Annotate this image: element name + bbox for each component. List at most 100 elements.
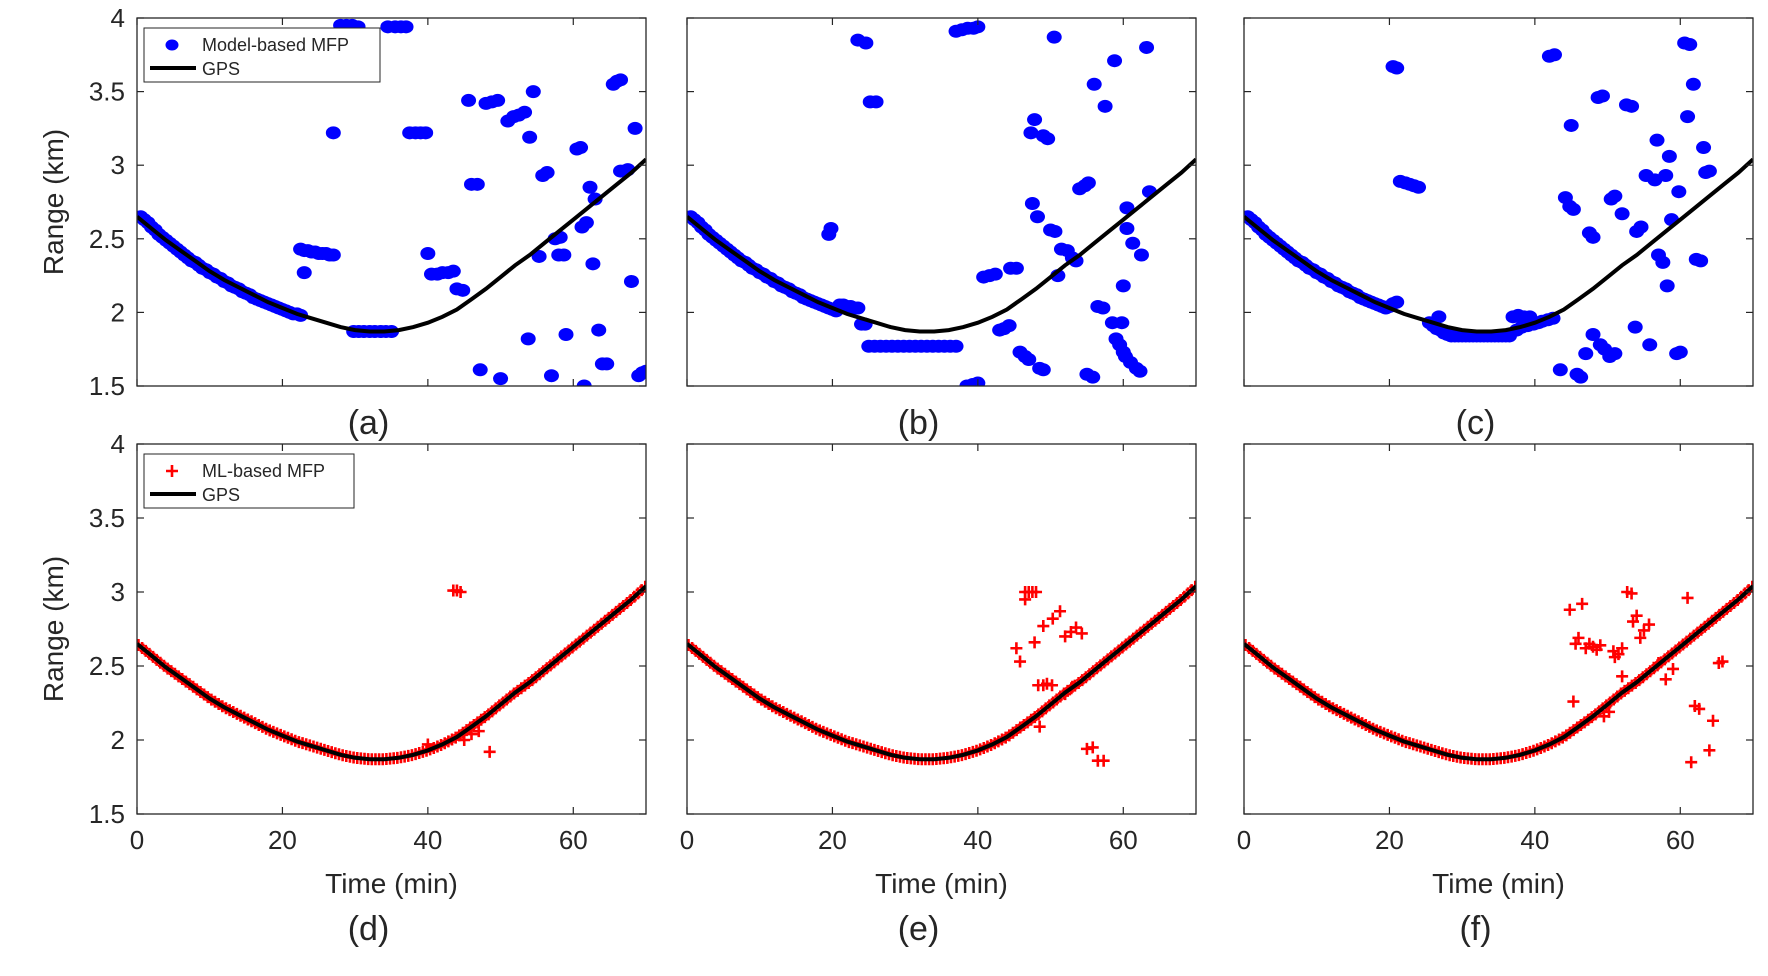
axes-box [686, 17, 1197, 387]
mfp-point [469, 177, 485, 191]
mfp-point [556, 248, 572, 262]
legend-label: GPS [202, 485, 240, 505]
mfp-point [1707, 714, 1720, 727]
mfp-point [1431, 310, 1447, 324]
mfp-point [1115, 279, 1131, 293]
mfp-point [1680, 110, 1696, 124]
panel-1: 1.5 2 2.5 3 3.5 4 Range (km) (a) Model-based MFP… [38, 3, 647, 442]
mfp-point [948, 339, 964, 353]
mfp-point [1661, 149, 1677, 163]
mfp-point [493, 372, 509, 386]
mfp-point [1667, 662, 1680, 675]
panel-6: 0 20 40 60 Time (min) (f) [1237, 443, 1754, 948]
mfp-point [638, 364, 646, 378]
mfp-point [1552, 363, 1568, 377]
x-tick-label: 40 [413, 825, 442, 855]
plot-marks [1244, 36, 1753, 384]
mfp-point [1567, 695, 1580, 708]
x-axis-label: Time (min) [1432, 868, 1565, 899]
legend-box [143, 27, 381, 83]
mfp-point [970, 20, 986, 34]
mfp-point [531, 249, 547, 263]
mfp-point [1119, 221, 1135, 235]
mfp-point [1037, 620, 1050, 633]
mfp-point [325, 248, 341, 262]
mfp-point [1614, 207, 1630, 221]
plot-marks [137, 18, 646, 386]
mfp-point [1716, 655, 1729, 668]
x-axis-label: Time (min) [875, 868, 1008, 899]
mfp-point [1616, 670, 1629, 683]
mfp-point [543, 369, 559, 383]
mfp-point [1014, 655, 1027, 668]
x-tick-label: 60 [1109, 825, 1138, 855]
mfp-point [1546, 48, 1562, 62]
mfp-point [1633, 220, 1649, 234]
mfp-point [1578, 347, 1594, 361]
mfp-point [483, 745, 496, 758]
mfp-point [418, 126, 434, 140]
mfp-point [325, 126, 341, 140]
mfp-point [539, 166, 555, 180]
y-tick-label: 2.5 [89, 651, 125, 681]
legend-box [143, 453, 355, 509]
x-tick-label: 20 [1375, 825, 1404, 855]
y-tick-label: 3.5 [89, 503, 125, 533]
mfp-point [472, 725, 485, 738]
mfp-point [1607, 347, 1623, 361]
mfp-point [576, 379, 592, 386]
legend-marker-dot [165, 39, 179, 51]
mfp-point [1603, 705, 1616, 718]
panel-2: (b) [686, 17, 1197, 442]
mfp-point [1132, 364, 1148, 378]
mfp-point [1001, 319, 1017, 333]
mfp-point [1125, 236, 1141, 250]
mfp-point [1682, 37, 1698, 51]
mfp-point [987, 267, 1003, 281]
plot-marks [137, 580, 646, 766]
mfp-point [1672, 345, 1688, 359]
mfp-point [1572, 631, 1585, 644]
mfp-point [1693, 702, 1706, 715]
mfp-point [1649, 133, 1665, 147]
gps-line [1244, 157, 1753, 334]
axes-box [686, 443, 1197, 815]
mfp-point [420, 247, 436, 261]
mfp-point [1389, 295, 1405, 309]
mfp-point [1642, 338, 1658, 352]
mfp-point [1685, 756, 1698, 769]
mfp-point [1070, 621, 1083, 634]
mfp-point [1630, 609, 1643, 622]
mfp-point [1607, 189, 1623, 203]
mfp-point [1068, 254, 1084, 268]
mfp-point [582, 180, 598, 194]
mfp-point [1703, 744, 1716, 757]
mfp-point [1563, 118, 1579, 132]
mfp-point [1080, 742, 1093, 755]
y-tick-label: 2.5 [89, 224, 125, 254]
mfp-point [465, 728, 478, 741]
mfp-point [1624, 99, 1640, 113]
mfp-point [623, 274, 639, 288]
x-axis-label: Time (min) [325, 868, 458, 899]
mfp-point [1701, 164, 1717, 178]
y-tick-label: 4 [111, 429, 125, 459]
mfp-point [1627, 320, 1643, 334]
mfp-point [1625, 587, 1638, 600]
y-tick-label: 1.5 [89, 799, 125, 829]
mfp-point [578, 216, 594, 230]
mfp-point [445, 264, 461, 278]
x-tick-label: 20 [818, 825, 847, 855]
mfp-point [1659, 279, 1675, 293]
mfp-point [458, 734, 471, 746]
mfp-point [517, 105, 533, 119]
x-tick-label: 40 [963, 825, 992, 855]
mfp-point [1411, 180, 1427, 194]
plot-area [1244, 18, 1753, 386]
mfp-point [1576, 597, 1589, 610]
mfp-point [823, 221, 839, 235]
x-tick-label: 60 [1666, 825, 1695, 855]
mfp-point [1681, 591, 1694, 604]
mfp-point [1585, 230, 1601, 244]
